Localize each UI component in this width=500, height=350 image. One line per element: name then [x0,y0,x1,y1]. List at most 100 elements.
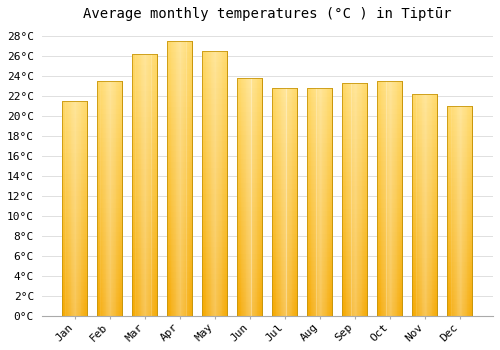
Bar [307,216,332,220]
Bar [378,109,402,114]
Bar [132,117,158,122]
Bar [289,88,290,316]
Bar [237,273,262,278]
Bar [459,106,460,316]
Bar [400,81,401,316]
Bar [285,88,286,316]
Bar [62,260,88,265]
Bar [202,289,228,295]
Bar [202,162,228,168]
Bar [307,166,332,170]
Bar [97,105,122,110]
Bar [272,175,297,180]
Bar [237,159,262,164]
Bar [346,83,348,316]
Bar [167,124,192,129]
Bar [378,81,402,86]
Bar [448,106,472,316]
Bar [307,289,332,293]
Bar [237,192,262,197]
Bar [202,51,203,316]
Bar [312,88,313,316]
Bar [106,81,107,316]
Bar [70,101,72,316]
Bar [448,207,472,211]
Bar [412,130,438,134]
Bar [274,88,276,316]
Bar [448,215,472,219]
Bar [202,279,228,284]
Title: Average monthly temperatures (°C ) in Tiptūr: Average monthly temperatures (°C ) in Ti… [83,7,452,21]
Bar [97,114,122,119]
Bar [307,211,332,216]
Bar [272,225,297,230]
Bar [62,122,88,127]
Bar [378,222,402,227]
Bar [136,54,137,316]
Bar [307,257,332,261]
Bar [62,140,88,144]
Bar [412,294,438,298]
Bar [383,81,384,316]
Bar [326,88,328,316]
Bar [330,88,331,316]
Bar [255,78,256,316]
Bar [84,101,85,316]
Bar [378,114,402,119]
Bar [97,91,122,95]
Bar [272,302,297,307]
Bar [132,196,158,201]
Bar [174,41,175,316]
Bar [132,243,158,248]
Bar [68,101,69,316]
Bar [378,133,402,138]
Bar [246,78,248,316]
Bar [240,78,242,316]
Bar [243,78,244,316]
Bar [450,106,452,316]
Bar [342,223,367,228]
Bar [202,136,228,141]
Bar [209,51,210,316]
Bar [62,299,88,303]
Bar [167,41,192,316]
Bar [307,102,332,106]
Bar [382,81,383,316]
Bar [448,135,472,140]
Bar [132,65,158,70]
Bar [132,133,158,138]
Bar [140,54,141,316]
Bar [272,239,297,243]
Bar [202,125,228,131]
Bar [293,88,294,316]
Bar [378,124,402,128]
Bar [412,272,438,276]
Bar [416,94,418,316]
Bar [97,255,122,260]
Bar [258,78,259,316]
Bar [448,140,472,144]
Bar [167,305,192,310]
Bar [185,41,186,316]
Bar [342,97,367,102]
Bar [366,83,368,316]
Bar [272,289,297,293]
Bar [412,139,438,143]
Bar [423,94,424,316]
Bar [202,67,228,72]
Bar [253,78,254,316]
Bar [412,223,438,228]
Bar [342,260,367,265]
Bar [97,133,122,138]
Bar [342,158,367,162]
Bar [342,204,367,209]
Bar [62,174,88,179]
Bar [448,106,472,111]
Bar [342,190,367,195]
Bar [353,83,354,316]
Bar [97,142,122,147]
Bar [272,106,297,111]
Bar [378,95,402,100]
Bar [448,291,472,295]
Bar [342,106,367,111]
